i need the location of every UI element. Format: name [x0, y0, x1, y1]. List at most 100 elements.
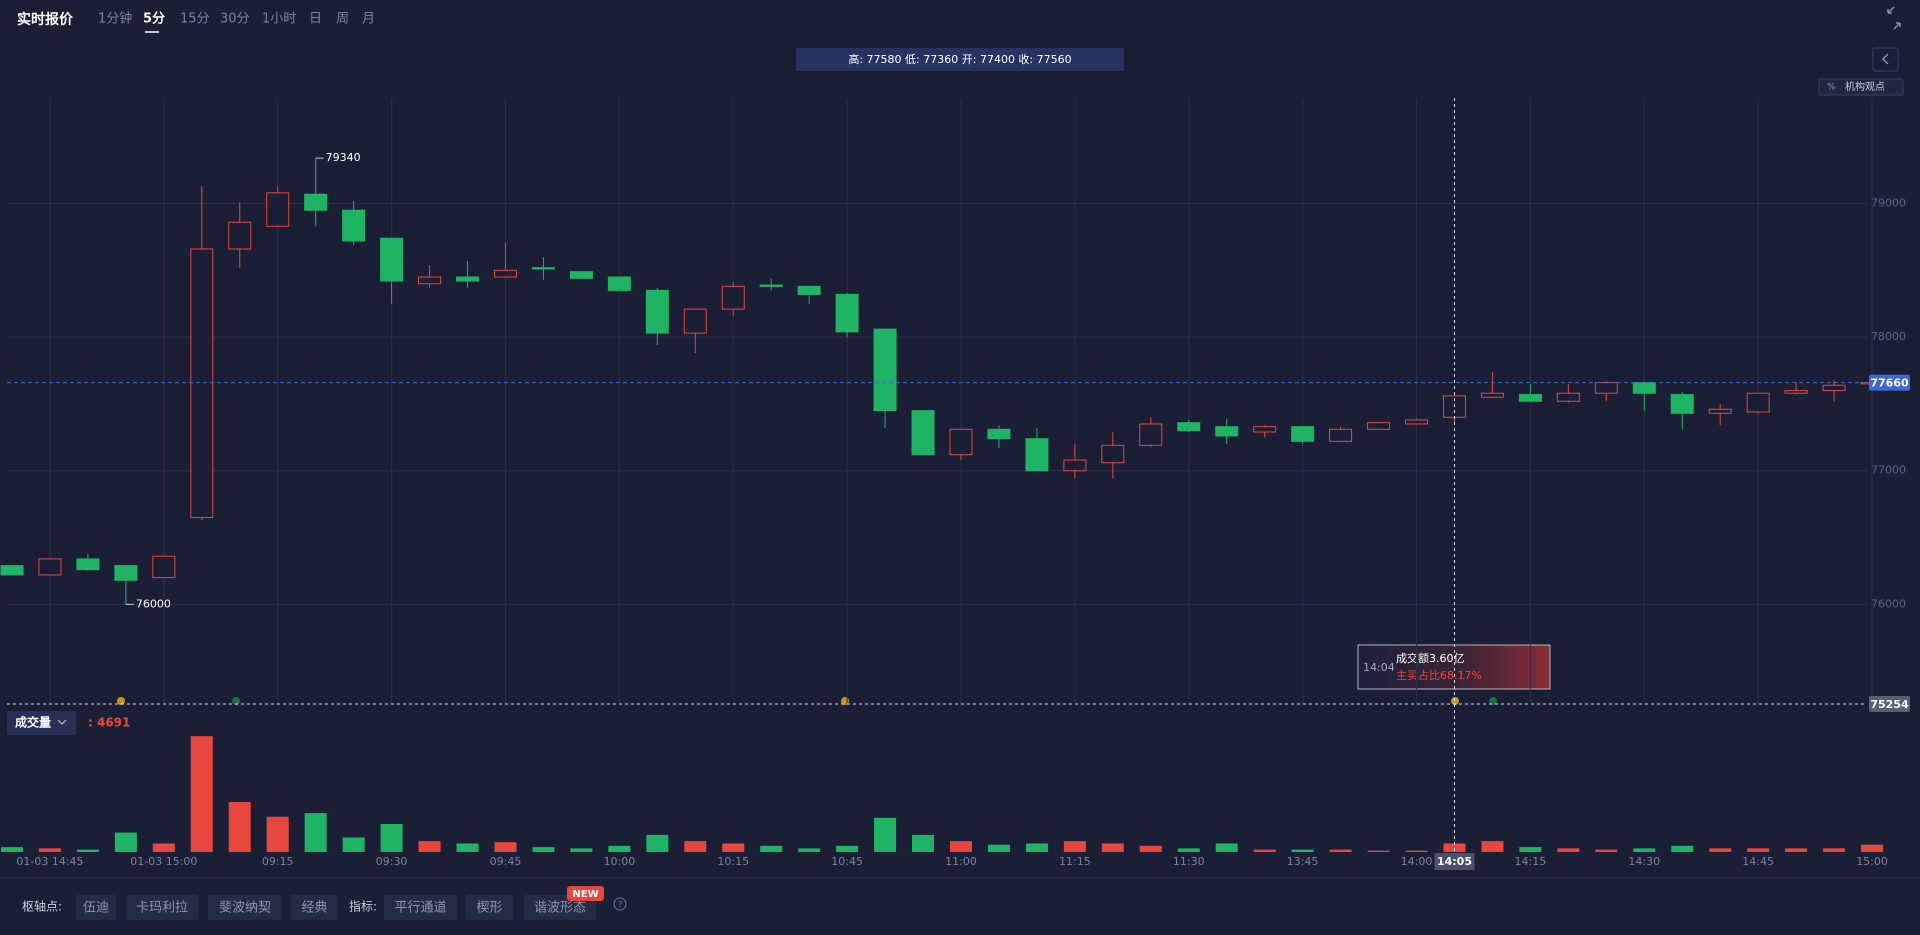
x-tick-label: 11:00: [945, 855, 977, 868]
x-tick-label: 01-03 14:45: [16, 855, 83, 868]
period-tab[interactable]: 月: [362, 12, 375, 27]
period-tab[interactable]: 1小时: [262, 12, 296, 27]
candle-body: [152, 555, 176, 579]
event-marker[interactable]: [1451, 697, 1459, 705]
tool-button[interactable]: [466, 895, 513, 920]
period-tab[interactable]: 1分钟: [98, 11, 132, 27]
candle-body: [1822, 384, 1846, 392]
help-glyph: ?: [618, 901, 623, 911]
candle-body: [1784, 390, 1808, 394]
period-tab[interactable]: 15分: [180, 12, 210, 27]
help-icon[interactable]: [613, 897, 627, 911]
ohlc-box: [796, 48, 1124, 71]
period-tab[interactable]: 周: [336, 12, 349, 27]
x-tick-label: 10:45: [831, 855, 863, 868]
candle-body: [1139, 423, 1163, 446]
volume: [1, 736, 1884, 852]
tooltip-line1: 成交额3.60亿: [1396, 651, 1465, 665]
volume-bar: [1253, 849, 1276, 852]
volume-bar: [532, 847, 555, 852]
volume-selector[interactable]: [7, 711, 76, 735]
volume-bar: [1443, 843, 1466, 852]
candle-body: [1632, 382, 1656, 394]
x-tick-label: 01-03 15:00: [130, 855, 197, 868]
volume-bar: [987, 844, 1010, 852]
collapse-icon[interactable]: [1887, 6, 1901, 30]
new-badge: [567, 886, 604, 901]
volume-bar: [570, 848, 593, 852]
period-tab[interactable]: 5分: [143, 11, 165, 27]
volume-bar: [1291, 849, 1314, 852]
crosshair-time-label: 14:05: [1437, 855, 1472, 868]
y-tick-label: 79000: [1871, 197, 1906, 210]
volume-bar: [950, 841, 972, 852]
volume-bar: [1, 847, 23, 852]
tool-button[interactable]: [524, 895, 596, 920]
volume-bar: [456, 843, 479, 852]
tool-button[interactable]: [126, 895, 198, 920]
x-tick-label: 15:00: [1856, 855, 1888, 868]
period-tab[interactable]: 日: [309, 12, 322, 27]
candle-body: [456, 276, 480, 282]
candle-body: [911, 410, 935, 456]
volume-bar: [722, 843, 745, 852]
x-tick-label: 11:15: [1059, 855, 1091, 868]
x-tick-label: 09:45: [490, 855, 522, 868]
x-tick-label: 09:15: [262, 855, 294, 868]
candle-body: [607, 276, 631, 291]
volume-bar: [684, 841, 707, 852]
volume-bar: [912, 834, 935, 852]
new-badge-label: NEW: [572, 889, 598, 900]
candle-body: [1291, 426, 1315, 442]
candle-body: [721, 285, 745, 310]
candle-body: [797, 285, 821, 295]
volume-bar: [646, 834, 669, 852]
tool-button[interactable]: [384, 895, 457, 920]
candle-body: [569, 271, 593, 279]
volume-bar: [874, 817, 897, 852]
volume-bar: [1633, 848, 1656, 852]
period-tab[interactable]: 30分: [220, 12, 250, 27]
tool-button[interactable]: [76, 895, 116, 920]
x-tick-label: 10:15: [717, 855, 749, 868]
tool-button[interactable]: [208, 895, 282, 920]
candle-body: [1670, 394, 1694, 414]
volume-bar: [380, 824, 403, 852]
badge-label: 机构观点: [1845, 80, 1885, 93]
volume-bar: [1139, 845, 1162, 852]
candle-body: [0, 565, 24, 576]
tool-button[interactable]: [291, 895, 338, 920]
volume-bar: [1595, 849, 1618, 852]
side-button[interactable]: [1872, 47, 1899, 72]
candle-body: [76, 558, 100, 571]
candle-body: [683, 308, 707, 334]
candle-body: [1367, 422, 1391, 430]
volume-bar: [418, 841, 441, 852]
event-marker[interactable]: [232, 697, 240, 705]
candle-body: [1556, 392, 1580, 402]
badge-box[interactable]: [1818, 78, 1904, 96]
volume-bar: [798, 848, 821, 852]
last-price-label: 77660: [1870, 377, 1909, 390]
volume-label: 成交量: [15, 715, 51, 730]
candles: [0, 158, 1884, 605]
title: 实时报价: [17, 11, 74, 28]
volume-bar: [1557, 848, 1580, 852]
candle-body: [759, 284, 783, 287]
crosshair-price-label: 75254: [1870, 698, 1909, 711]
x-tick-label: 14:15: [1515, 855, 1547, 868]
volume-bar: [1671, 845, 1694, 852]
candle-body: [1253, 426, 1277, 433]
active-underline: [145, 31, 159, 33]
candle-body: [38, 558, 62, 576]
tool-button-label: 楔形: [476, 901, 502, 916]
y-tick-label: 76000: [1871, 597, 1906, 610]
volume-bar: [760, 845, 783, 852]
annotation-label: 79340: [326, 151, 361, 164]
candle-body: [418, 276, 442, 285]
event-marker[interactable]: [117, 697, 125, 705]
event-marker[interactable]: [1489, 697, 1497, 705]
x-tick-label: 14:30: [1628, 855, 1660, 868]
tool-button-label: 斐波纳契: [219, 901, 271, 916]
